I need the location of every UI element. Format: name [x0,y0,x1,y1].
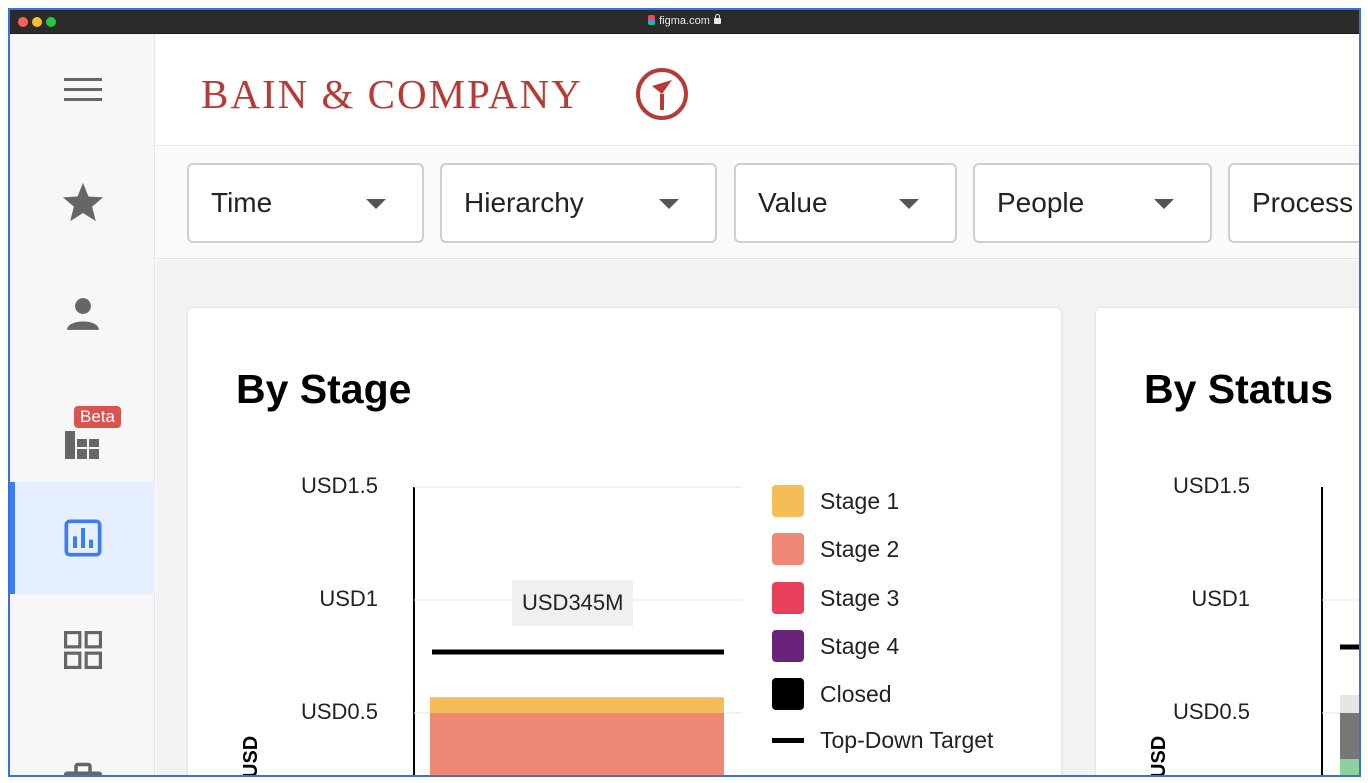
filter-label: Hierarchy [464,187,584,218]
briefcase-icon [63,762,102,775]
y-tick-label: USD0.5 [1172,699,1250,724]
legend-swatch [772,533,804,565]
filter-label: Time [211,187,273,218]
sidebar-item-favorites[interactable] [10,146,155,258]
legend-label: Top-Down Target [820,727,994,753]
legend-swatch [772,485,804,517]
chevron-down-icon [659,199,679,209]
sidebar-item-menu[interactable] [10,34,155,146]
maximize-window-button[interactable] [46,17,56,27]
filter-process-dropdown[interactable]: Process [1228,163,1359,243]
filter-value-dropdown[interactable]: Value [734,163,957,243]
status-bar-segment [1340,713,1359,759]
legend-label: Stage 1 [820,487,900,514]
y-tick-label: USD1.5 [300,473,378,498]
chevron-down-icon [366,199,386,209]
chevron-down-icon [1154,199,1174,209]
stack-segment-stage-2[interactable] [430,713,724,777]
legend-label: Closed [820,680,892,707]
close-window-button[interactable] [18,17,28,27]
url-display[interactable]: figma.com [10,14,1359,27]
chart-title: By Status [1144,366,1334,412]
by-stage-card: By Stage USD1.5 USD1 USD0.5 USD USD345M … [187,307,1062,777]
y-tick-label: USD1 [319,586,378,611]
filter-label: Value [758,187,828,218]
sidebar-item-analytics[interactable] [10,482,155,594]
status-bar-segment [1340,759,1359,775]
legend-label: Stage 3 [820,584,900,611]
legend-line-swatch [772,738,804,743]
by-status-plot [1321,487,1359,775]
minimize-window-button[interactable] [32,17,42,27]
legend-swatch [772,678,804,710]
beta-badge: Beta [74,406,121,428]
by-stage-plot [413,486,742,777]
company-logo-text: BAIN & COMPANY [201,71,583,117]
legend-item-stage3: Stage 3 [772,582,899,614]
legend-item-stage1: Stage 1 [772,485,899,517]
person-icon [66,298,99,330]
sidebar-item-portfolio[interactable] [10,706,155,775]
main-content: By Stage USD1.5 USD1 USD0.5 USD USD345M … [156,260,1359,775]
filter-hierarchy-dropdown[interactable]: Hierarchy [440,163,717,243]
sidebar-item-beta-feature[interactable]: Beta [10,370,155,482]
chart-title: By Stage [236,366,412,412]
filter-label: People [997,187,1085,218]
chevron-down-icon [899,199,919,209]
browser-titlebar: figma.com [10,10,1359,34]
figma-favicon-icon [648,15,656,25]
sidebar-item-profile[interactable] [10,258,155,370]
y-tick-label: USD0.5 [300,699,378,724]
legend-item-stage4: Stage 4 [772,630,899,662]
legend-item-closed: Closed [772,678,892,710]
by-status-card: By Status USD1.5 USD1 USD0.5 USD [1095,307,1359,777]
browser-window: figma.com [8,8,1361,777]
app-header: BAIN & COMPANY [156,34,1359,146]
legend-item-target: Top-Down Target [772,727,993,754]
filter-label: Process [1252,187,1354,218]
sidebar: Beta [10,34,155,775]
bar-chart-icon [64,519,101,557]
y-tick-label: USD1.5 [1172,473,1250,498]
legend-label: Stage 2 [820,535,900,562]
y-axis-title: USD [240,735,262,777]
y-tick-label: USD1 [1191,586,1250,611]
grid-icon [63,631,102,669]
sidebar-item-dashboard[interactable] [10,594,155,706]
value-tooltip: USD345M [512,580,634,626]
lock-icon [713,14,721,24]
filter-bar: Time Hierarchy Value People Process [156,147,1359,259]
legend-label: Stage 4 [820,632,900,659]
url-text: figma.com [659,15,710,27]
building-icon [64,431,99,459]
star-icon [62,182,103,222]
legend-item-stage2: Stage 2 [772,533,899,565]
y-axis-title: USD [1148,735,1170,777]
company-logo-icon [636,68,688,120]
stack-segment-stage-1[interactable] [430,697,724,713]
filter-people-dropdown[interactable]: People [973,163,1212,243]
status-bar-segment [1340,695,1359,713]
hamburger-menu-icon [63,78,102,101]
legend-swatch [772,582,804,614]
filter-time-dropdown[interactable]: Time [187,163,424,243]
legend-swatch [772,630,804,662]
